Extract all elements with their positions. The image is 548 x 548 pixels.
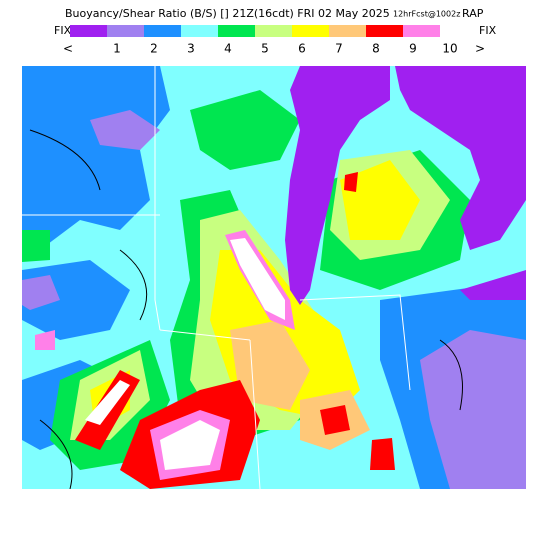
- title: Buoyancy/Shear Ratio (B/S) [] 21Z(16cdt)…: [65, 7, 390, 20]
- color-swatch: [292, 25, 329, 37]
- color-swatch: [255, 25, 292, 37]
- color-bar-labels: <1 2 3 4 5 6 7 8 9 10 >: [63, 42, 485, 56]
- color-bar-label: <: [63, 42, 73, 56]
- color-swatch: [403, 25, 440, 37]
- color-bar-label: 9: [409, 42, 417, 56]
- color-swatch: [107, 25, 144, 37]
- color-swatch: [181, 25, 218, 37]
- color-bar-label: 5: [261, 42, 269, 56]
- color-bar-label: 10: [442, 42, 457, 56]
- color-swatch: [218, 25, 255, 37]
- color-bar-label: 4: [224, 42, 232, 56]
- color-swatch: [144, 25, 181, 37]
- color-swatch: [329, 25, 366, 37]
- color-bar-label: 2: [150, 42, 158, 56]
- legend-left-label: FIX: [54, 24, 72, 37]
- color-swatch: [70, 25, 107, 37]
- color-bar-label: 3: [187, 42, 195, 56]
- color-bar-label: 7: [335, 42, 343, 56]
- model-label: RAP: [462, 7, 484, 20]
- color-swatch: [366, 25, 403, 37]
- color-bar-label: >: [475, 42, 485, 56]
- color-bar-label: 1: [113, 42, 121, 56]
- map: [22, 66, 526, 489]
- color-bar-label: 6: [298, 42, 306, 56]
- color-bar-label: 8: [372, 42, 380, 56]
- legend-right-label: FIX: [479, 24, 497, 37]
- color-bar: [70, 25, 440, 37]
- forecast-label: 12hrFcst@1002z: [393, 10, 460, 19]
